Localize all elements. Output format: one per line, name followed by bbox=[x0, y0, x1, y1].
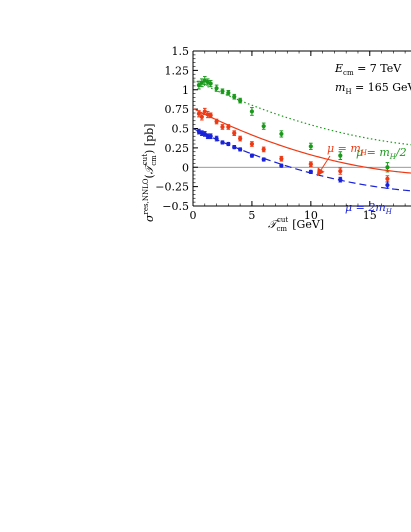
data-point bbox=[232, 145, 237, 150]
data-point bbox=[238, 147, 243, 152]
fit-curves bbox=[193, 79, 411, 192]
x-axis-title: 𝒯cmcut [GeV] bbox=[268, 216, 324, 233]
data-point bbox=[279, 163, 284, 168]
data-point bbox=[279, 131, 284, 137]
y-tick-label: −0.5 bbox=[162, 200, 189, 213]
data-point bbox=[196, 111, 201, 116]
y-tick-label: 0.5 bbox=[172, 123, 190, 136]
data-point bbox=[208, 134, 213, 139]
data-point bbox=[232, 94, 237, 99]
data-point bbox=[338, 169, 343, 174]
x-tick-label: 10 bbox=[304, 209, 318, 222]
tick-labels: −0.5 −0.25 0 0.25 0.5 0.75 1 1.25 1.5 0 5 10 15 bbox=[155, 45, 376, 222]
data-point bbox=[202, 131, 207, 137]
fit-curve-series-2 bbox=[193, 127, 411, 192]
label-mu-mh-arrow bbox=[316, 155, 331, 177]
x-tick-label: 0 bbox=[190, 209, 197, 222]
label-mu-mh: μ = mH bbox=[327, 142, 368, 157]
data-point bbox=[214, 136, 219, 141]
data-point bbox=[261, 157, 266, 162]
data-point bbox=[385, 182, 390, 188]
data-point bbox=[232, 131, 237, 136]
data-point bbox=[308, 144, 313, 149]
info-box: Ecm = 7 TeV mH = 165 GeV bbox=[334, 62, 411, 96]
label-mu-2mh: μ = 2mH bbox=[345, 201, 393, 216]
data-point bbox=[196, 83, 201, 88]
data-point bbox=[214, 119, 219, 124]
series-labels: μ = mH/2 μ = mH μ = 2mH bbox=[316, 142, 407, 216]
y-tick-label: 1 bbox=[182, 84, 189, 97]
data-point bbox=[202, 109, 207, 114]
data-point bbox=[205, 134, 210, 139]
data-point bbox=[214, 86, 219, 91]
x-tick-label: 5 bbox=[248, 209, 255, 222]
x-tick-label: 15 bbox=[363, 209, 377, 222]
y-tick-label: 0.75 bbox=[165, 103, 190, 116]
data-point bbox=[208, 81, 213, 86]
data-point bbox=[279, 156, 284, 161]
data-point bbox=[226, 124, 231, 130]
data-points bbox=[196, 76, 390, 189]
y-tick-label: 0.25 bbox=[165, 142, 190, 155]
data-point bbox=[385, 165, 390, 170]
data-point bbox=[261, 147, 266, 152]
data-point bbox=[308, 162, 313, 167]
data-point bbox=[238, 98, 243, 103]
y-tick-label: 0 bbox=[182, 161, 189, 174]
data-point bbox=[199, 80, 204, 85]
info-energy: Ecm = 7 TeV bbox=[334, 62, 402, 77]
data-point bbox=[249, 109, 255, 114]
data-point bbox=[220, 89, 225, 94]
data-point bbox=[238, 136, 243, 141]
y-tick-label: 1.5 bbox=[172, 45, 190, 58]
data-point bbox=[385, 176, 390, 181]
data-point bbox=[338, 153, 343, 158]
y-axis-title: σres,NNLO(𝒯cmcut) [pb] bbox=[141, 124, 158, 222]
data-point bbox=[249, 153, 255, 158]
info-higgs-mass: mH = 165 GeV bbox=[335, 81, 411, 96]
data-point bbox=[249, 141, 255, 147]
data-point bbox=[220, 124, 225, 130]
data-point bbox=[199, 114, 204, 119]
data-point bbox=[208, 113, 213, 118]
fit-curve-series-0 bbox=[193, 79, 411, 146]
data-point bbox=[226, 90, 231, 95]
data-point bbox=[220, 140, 225, 145]
data-point bbox=[226, 141, 231, 147]
y-tick-label: 1.25 bbox=[165, 64, 190, 77]
fit-curve-series-1 bbox=[193, 107, 411, 174]
data-point bbox=[308, 169, 313, 174]
y-tick-label: −0.25 bbox=[155, 181, 189, 194]
data-point bbox=[338, 177, 343, 182]
data-point bbox=[261, 124, 266, 129]
